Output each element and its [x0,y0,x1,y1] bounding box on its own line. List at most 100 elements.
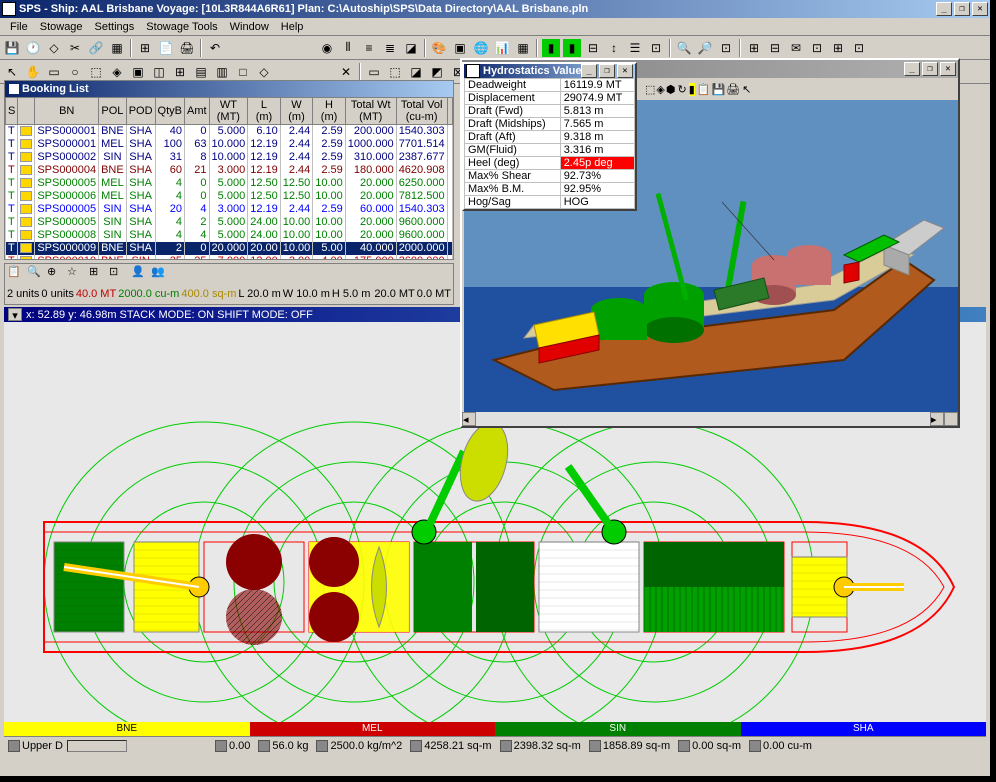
menu-settings[interactable]: Settings [89,20,141,34]
list-icon[interactable]: ☰ [625,38,645,58]
port-bne[interactable]: BNE [4,722,250,736]
view4-icon[interactable]: ⊡ [807,38,827,58]
arrow-icon[interactable]: ↕ [604,38,624,58]
color-icon[interactable]: 🎨 [429,38,449,58]
st-b-icon[interactable]: 🔍 [27,265,45,283]
table-row[interactable]: TSPS000002SINSHA31810.00012.192.442.5931… [6,151,454,164]
vt-d-icon[interactable]: ↻ [677,83,686,96]
circle-tool-icon[interactable]: ○ [65,62,85,82]
menu-help[interactable]: Help [275,20,310,34]
st-f-icon[interactable]: ⊡ [109,265,127,283]
viewer-maximize-button[interactable]: ❐ [922,62,938,76]
hand-icon[interactable]: ✋ [23,62,43,82]
select-icon[interactable]: ▭ [44,62,64,82]
col-header[interactable]: BN [35,98,99,125]
col-header[interactable]: QtyB [155,98,184,125]
vt-e-icon[interactable]: ▮ [689,83,695,96]
vt-f-icon[interactable]: 📋 [697,83,711,96]
hydro-max-button[interactable]: ❐ [599,64,615,78]
table-row[interactable]: TSPS000009BNESHA2020.00020.0010.005.0040… [6,242,454,255]
menu-stowage[interactable]: Stowage [34,20,89,34]
view1-icon[interactable]: ⊞ [744,38,764,58]
hydro-min-button[interactable]: _ [581,64,597,78]
t2-m-icon[interactable]: ◩ [427,62,447,82]
port-sin[interactable]: SIN [495,722,741,736]
grid2-icon[interactable]: ▦ [513,38,533,58]
table-row[interactable]: TSPS000004BNESHA60213.00012.192.442.5918… [6,164,454,177]
st-d-icon[interactable]: ☆ [67,265,85,283]
green-btn2-icon[interactable]: ▮ [562,38,582,58]
col-header[interactable]: L (m) [248,98,281,125]
close-button[interactable]: ✕ [972,2,988,16]
t2-g-icon[interactable]: □ [233,62,253,82]
clock-icon[interactable]: 🕐 [23,38,43,58]
cube-tool-icon[interactable]: ⬚ [86,62,106,82]
vt-a-icon[interactable]: ⬚ [645,83,655,96]
col-header[interactable]: POD [126,98,155,125]
vt-c-icon[interactable]: ⬢ [666,83,676,96]
t2-f-icon[interactable]: ▥ [212,62,232,82]
scroll-right-icon[interactable]: ▸ [930,412,944,426]
print-icon[interactable]: 🖨 [177,38,197,58]
table-row[interactable]: TSPS000005MELSHA405.00012.5012.5010.0020… [6,177,454,190]
vt-b-icon[interactable]: ◈ [656,83,664,96]
st-e-icon[interactable]: ⊞ [89,265,107,283]
shape-icon[interactable]: ▣ [450,38,470,58]
menu-file[interactable]: File [4,20,34,34]
tool-c-icon[interactable]: ≡ [359,38,379,58]
st-c-icon[interactable]: ⊕ [47,265,65,283]
t2-d-icon[interactable]: ⊞ [170,62,190,82]
port-mel[interactable]: MEL [250,722,496,736]
vt-cursor-icon[interactable]: ↖ [742,83,751,96]
tool-b-icon[interactable]: ⦀ [338,38,358,58]
col-header[interactable]: H (m) [313,98,346,125]
t2-c-icon[interactable]: ◫ [149,62,169,82]
table-row[interactable]: TSPS000005SINSHA2043.00012.192.442.5960.… [6,203,454,216]
st-a-icon[interactable]: 📋 [7,265,25,283]
table-row[interactable]: TSPS000001MELSHA1006310.00012.192.442.59… [6,138,454,151]
col-header[interactable]: Amt [184,98,209,125]
tool-d-icon[interactable]: ≣ [380,38,400,58]
st-g-icon[interactable]: 👤 [131,265,149,283]
t2-a-icon[interactable]: ◈ [107,62,127,82]
col-header[interactable]: Total Vol (cu-m) [396,98,447,125]
new-icon[interactable]: ◇ [44,38,64,58]
vt-h-icon[interactable]: 🖨 [726,83,740,96]
vt-g-icon[interactable]: 💾 [711,83,725,96]
port-sha[interactable]: SHA [741,722,987,736]
minimize-button[interactable]: _ [936,2,952,16]
t2-k-icon[interactable]: ⬚ [385,62,405,82]
view3-icon[interactable]: ✉ [786,38,806,58]
t2-b-icon[interactable]: ▣ [128,62,148,82]
table-row[interactable]: TSPS000008SINSHA445.00024.0010.0010.0020… [6,229,454,242]
t2-l-icon[interactable]: ◪ [406,62,426,82]
find-icon[interactable]: ⊡ [646,38,666,58]
viewer-hscroll[interactable]: ◂ ▸ [462,412,958,426]
table-row[interactable]: TSPS000006MELSHA405.00012.5012.5010.0020… [6,190,454,203]
windows-icon[interactable]: ⊞ [135,38,155,58]
col-header[interactable]: WT (MT) [209,98,248,125]
coord-toggle-icon[interactable]: ▾ [8,308,22,321]
col-header[interactable]: POL [99,98,127,125]
col-header[interactable] [18,98,35,125]
col-header[interactable]: Comments [452,98,453,125]
table-row[interactable]: TSPS000005SINSHA425.00024.0010.0010.0020… [6,216,454,229]
view2-icon[interactable]: ⊟ [765,38,785,58]
scroll-left-icon[interactable]: ◂ [462,412,476,426]
hydro-titlebar[interactable]: Hydrostatics Values _ ❐ ✕ [464,64,635,78]
save-icon[interactable]: 💾 [2,38,22,58]
st-h-icon[interactable]: 👥 [151,265,169,283]
chart-icon[interactable]: 📊 [492,38,512,58]
menu-window[interactable]: Window [224,20,275,34]
undo-icon[interactable]: ↶ [205,38,225,58]
col-header[interactable]: S [6,98,18,125]
hydrostatics-window[interactable]: Hydrostatics Values _ ❐ ✕ Deadweight1611… [462,62,637,211]
grid-icon[interactable]: ▦ [107,38,127,58]
t2-e-icon[interactable]: ▤ [191,62,211,82]
col-header[interactable]: Total Wt (MT) [345,98,396,125]
deck-slider[interactable] [67,740,127,752]
tool-e-icon[interactable]: ◪ [401,38,421,58]
zoom-out-icon[interactable]: 🔎 [695,38,715,58]
fit-icon[interactable]: ⊡ [716,38,736,58]
t2-j-icon[interactable]: ▭ [364,62,384,82]
